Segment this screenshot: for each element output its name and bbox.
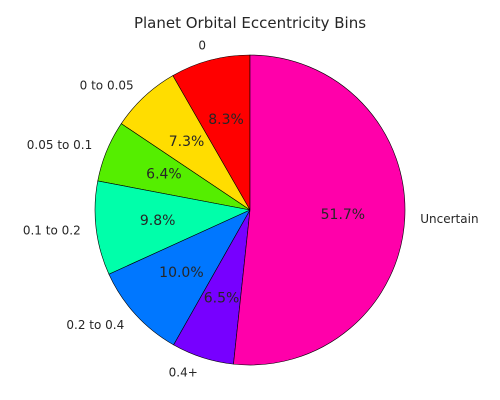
pie-slice [108,209,251,346]
chart-title: Planet Orbital Eccentricity Bins [133,14,367,32]
slice-value-label: 7.3% [169,134,205,150]
slice-value-label: 8.3% [208,112,244,128]
slice-value-label: 10.0% [159,265,203,281]
pie-slice [94,180,251,275]
slice-category-label: Uncertain [420,212,478,226]
slice-category-label: 0 [198,38,206,52]
slice-category-label: 0.4+ [169,365,198,379]
slice-category-label: 0 to 0.05 [80,78,134,92]
slice-category-label: 0.05 to 0.1 [27,138,92,152]
slice-category-label: 0.2 to 0.4 [66,318,124,332]
slice-value-label: 51.7% [321,207,365,223]
slice-value-label: 6.5% [204,291,240,307]
pie-slice [233,54,406,366]
slice-category-label: 0.1 to 0.2 [23,223,81,237]
slice-value-label: 6.4% [146,167,182,183]
slice-value-label: 9.8% [140,213,176,229]
